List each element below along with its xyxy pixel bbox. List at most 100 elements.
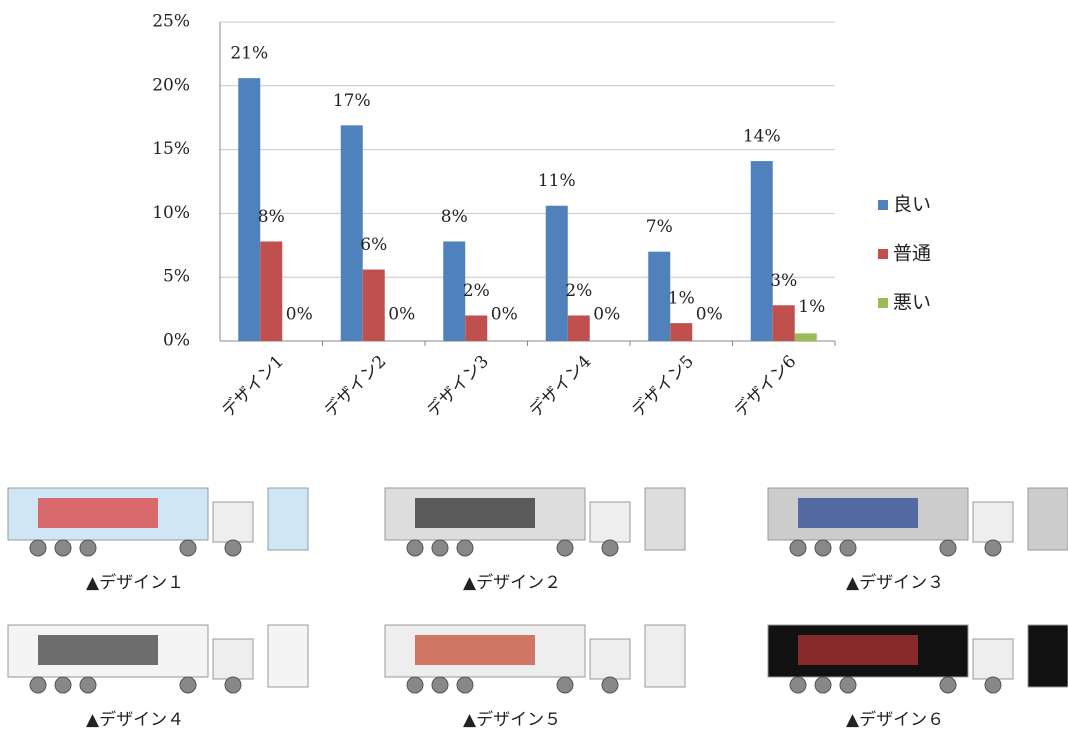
wheel — [984, 539, 1002, 557]
rear-view — [1027, 487, 1068, 551]
bar — [772, 305, 795, 341]
wheel — [839, 539, 857, 557]
rear-view — [1027, 624, 1068, 688]
y-tick-label: 10% — [152, 203, 190, 223]
wheel — [789, 539, 807, 557]
wheel — [939, 676, 957, 694]
x-tick-label: デザイン3 — [422, 351, 493, 422]
truck-image — [384, 487, 686, 557]
trailer-art — [38, 635, 158, 665]
caption: ▲デザイン２ — [463, 572, 561, 593]
caption: ▲デザイン４ — [86, 709, 184, 730]
caption: ▲デザイン５ — [463, 709, 561, 730]
y-tick-label: 25% — [152, 12, 190, 32]
value-label: 2% — [463, 281, 490, 301]
wheel — [79, 539, 97, 557]
wheel — [406, 539, 424, 557]
value-label: 11% — [538, 171, 576, 191]
truck-image — [7, 624, 309, 694]
value-label: 8% — [441, 207, 468, 227]
value-label: 2% — [565, 281, 592, 301]
wheel — [814, 539, 832, 557]
wheel — [431, 539, 449, 557]
wheel — [224, 676, 242, 694]
bar — [362, 269, 385, 341]
x-tick-label: デザイン4 — [525, 351, 596, 422]
y-tick-label: 5% — [163, 267, 190, 287]
wheel — [556, 539, 574, 557]
wheel — [556, 676, 574, 694]
wheel — [29, 676, 47, 694]
wheel — [29, 539, 47, 557]
rear-view — [267, 624, 309, 688]
bar — [567, 315, 590, 341]
wheel — [179, 676, 197, 694]
wheel — [601, 676, 619, 694]
truck-image — [384, 624, 686, 694]
wheel — [224, 539, 242, 557]
value-label: 0% — [696, 305, 723, 325]
y-tick-label: 15% — [152, 139, 190, 159]
legend-swatch — [878, 298, 888, 308]
value-label: 3% — [770, 271, 797, 291]
value-label: 0% — [388, 305, 415, 325]
x-tick-label: デザイン6 — [730, 351, 801, 422]
caption: ▲デザイン６ — [846, 709, 944, 730]
value-label: 14% — [743, 127, 781, 147]
trailer-art — [38, 498, 158, 528]
bar — [648, 251, 671, 341]
rear-view — [267, 487, 309, 551]
wheel — [456, 676, 474, 694]
bar — [794, 333, 817, 341]
legend-swatch — [878, 249, 888, 259]
cab — [212, 638, 254, 680]
caption: ▲デザイン３ — [846, 572, 944, 593]
legend-swatch — [878, 200, 888, 210]
wheel — [984, 676, 1002, 694]
cab — [972, 501, 1014, 543]
value-label: 21% — [230, 44, 268, 64]
legend-label: 良い — [893, 194, 931, 216]
trailer-art — [415, 635, 535, 665]
value-label: 0% — [491, 305, 518, 325]
cab — [212, 501, 254, 543]
wheel — [939, 539, 957, 557]
wheel — [79, 676, 97, 694]
wheel — [179, 539, 197, 557]
cab — [589, 501, 631, 543]
bar — [443, 241, 466, 341]
wheel — [431, 676, 449, 694]
bar — [340, 125, 363, 341]
bar — [260, 241, 283, 341]
truck-image — [767, 487, 1068, 557]
wheel — [839, 676, 857, 694]
legend-label: 悪い — [893, 292, 931, 314]
value-label: 1% — [798, 297, 825, 317]
value-label: 7% — [646, 217, 673, 237]
wheel — [406, 676, 424, 694]
trailer-art — [798, 635, 918, 665]
wheel — [456, 539, 474, 557]
x-tick-label: デザイン5 — [627, 351, 698, 422]
x-tick-label: デザイン1 — [217, 351, 288, 422]
cab — [589, 638, 631, 680]
value-label: 6% — [360, 235, 387, 255]
wheel — [814, 676, 832, 694]
bar — [465, 315, 488, 341]
y-tick-label: 20% — [152, 75, 190, 95]
cab — [972, 638, 1014, 680]
bar — [750, 161, 773, 341]
trailer-art — [415, 498, 535, 528]
bar — [545, 205, 568, 341]
bar — [238, 78, 261, 342]
value-label: 0% — [593, 305, 620, 325]
wheel — [54, 676, 72, 694]
trailer-art — [798, 498, 918, 528]
rear-view — [644, 624, 686, 688]
wheel — [601, 539, 619, 557]
rear-view — [644, 487, 686, 551]
truck-image — [767, 624, 1068, 694]
value-label: 0% — [286, 305, 313, 325]
wheel — [789, 676, 807, 694]
